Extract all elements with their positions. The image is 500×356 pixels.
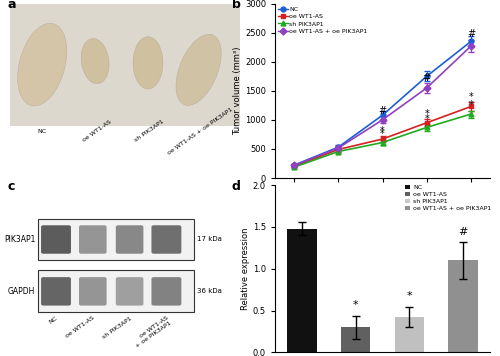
Text: *: * (424, 109, 429, 119)
Bar (341, 328, 370, 352)
Text: #: # (458, 227, 468, 237)
Text: oe WT1-AS
+ oe PIK3AP1: oe WT1-AS + oe PIK3AP1 (132, 316, 172, 349)
FancyBboxPatch shape (116, 277, 143, 305)
Text: NC: NC (38, 129, 47, 134)
Text: 36 kDa: 36 kDa (198, 288, 222, 294)
Y-axis label: Tumor volume (mm³): Tumor volume (mm³) (233, 47, 242, 135)
Text: d: d (232, 180, 241, 193)
FancyBboxPatch shape (116, 225, 143, 254)
Text: NC: NC (48, 316, 59, 325)
Text: *: * (380, 129, 385, 139)
Legend: NC, oe WT1-AS, sh PIK3AP1, oe WT1-AS + oe PIK3AP1: NC, oe WT1-AS, sh PIK3AP1, oe WT1-AS + o… (405, 185, 491, 211)
Bar (10, 4, 240, 126)
FancyBboxPatch shape (41, 225, 71, 254)
FancyBboxPatch shape (79, 277, 106, 305)
Text: #: # (378, 106, 386, 116)
Text: *: * (380, 126, 385, 136)
Text: oe WT1-AS + oe PIK3AP1: oe WT1-AS + oe PIK3AP1 (166, 107, 234, 156)
Text: GAPDH: GAPDH (8, 287, 36, 296)
Text: b: b (232, 0, 241, 11)
Ellipse shape (133, 37, 163, 89)
FancyBboxPatch shape (152, 225, 182, 254)
Bar (394, 317, 424, 352)
Text: a: a (8, 0, 16, 11)
Text: *: * (468, 100, 473, 110)
Ellipse shape (176, 34, 221, 105)
Text: #: # (467, 29, 475, 39)
Ellipse shape (81, 38, 109, 84)
Text: *: * (406, 292, 412, 302)
Ellipse shape (18, 23, 67, 106)
Bar (38, 271, 194, 312)
Bar (38, 219, 194, 261)
Text: sh PIK3AP1: sh PIK3AP1 (101, 316, 132, 340)
Bar (287, 229, 316, 352)
Legend: NC, oe WT1-AS, sh PIK3AP1, oe WT1-AS + oe PIK3AP1: NC, oe WT1-AS, sh PIK3AP1, oe WT1-AS + o… (278, 7, 368, 34)
Bar (448, 261, 478, 352)
Y-axis label: Relative expression: Relative expression (241, 227, 250, 310)
Text: sh PIK3AP1: sh PIK3AP1 (134, 119, 165, 143)
Text: 17 kDa: 17 kDa (198, 236, 222, 242)
Text: c: c (8, 180, 15, 193)
Text: oe WT1-AS: oe WT1-AS (81, 120, 112, 143)
Text: *: * (468, 92, 473, 102)
Text: #: # (422, 73, 431, 83)
Text: *: * (353, 300, 358, 310)
Text: PIK3AP1: PIK3AP1 (4, 235, 36, 244)
FancyBboxPatch shape (152, 277, 182, 305)
Text: oe WT1-AS: oe WT1-AS (65, 316, 96, 339)
Text: *: * (424, 114, 429, 124)
FancyBboxPatch shape (79, 225, 106, 254)
FancyBboxPatch shape (41, 277, 71, 305)
